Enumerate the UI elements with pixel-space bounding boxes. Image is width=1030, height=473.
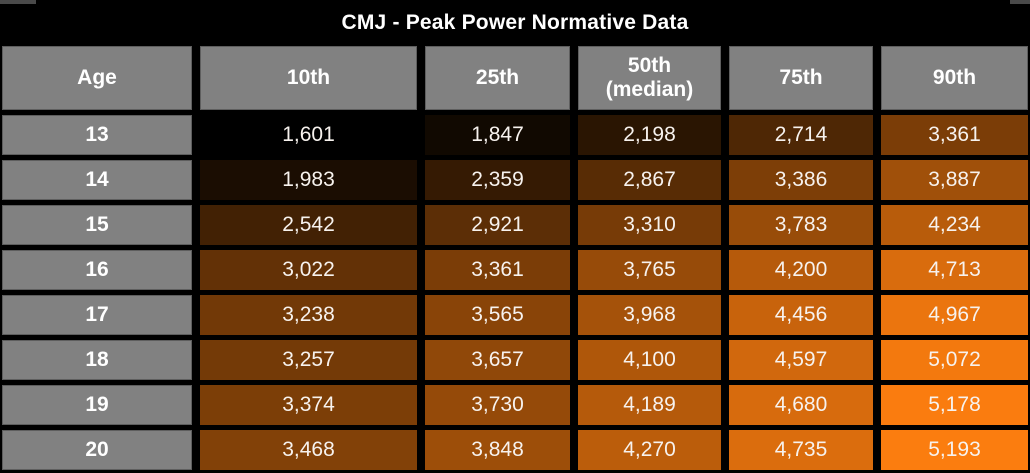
value-cell: 4,200 xyxy=(729,250,873,290)
value-cell: 2,714 xyxy=(729,115,873,155)
header-cell-percentile-3: 75th xyxy=(729,46,873,110)
age-cell: 20 xyxy=(2,430,192,470)
normative-table: Age 10th 25th 50th (median) 75th 90th 13 1,601 1… xyxy=(0,46,1030,470)
value-cell: 1,983 xyxy=(200,160,417,200)
age-cell: 18 xyxy=(2,340,192,380)
value-cell: 3,386 xyxy=(729,160,873,200)
value-cell: 3,374 xyxy=(200,385,417,425)
value-cell: 4,735 xyxy=(729,430,873,470)
header-cell-percentile-1: 25th xyxy=(425,46,570,110)
value-cell: 4,597 xyxy=(729,340,873,380)
value-cell: 3,565 xyxy=(425,295,570,335)
value-cell: 2,921 xyxy=(425,205,570,245)
header-cell-percentile-2: 50th (median) xyxy=(578,46,721,110)
value-cell: 3,657 xyxy=(425,340,570,380)
value-cell: 4,456 xyxy=(729,295,873,335)
age-cell: 19 xyxy=(2,385,192,425)
value-cell: 4,100 xyxy=(578,340,721,380)
header-cell-percentile-0: 10th xyxy=(200,46,417,110)
page-title: CMJ - Peak Power Normative Data xyxy=(341,11,689,34)
value-cell: 1,601 xyxy=(200,115,417,155)
value-cell: 4,270 xyxy=(578,430,721,470)
value-cell: 2,198 xyxy=(578,115,721,155)
value-cell: 5,072 xyxy=(881,340,1028,380)
value-cell: 3,887 xyxy=(881,160,1028,200)
age-cell: 14 xyxy=(2,160,192,200)
value-cell: 3,783 xyxy=(729,205,873,245)
value-cell: 3,238 xyxy=(200,295,417,335)
value-cell: 1,847 xyxy=(425,115,570,155)
value-cell: 3,468 xyxy=(200,430,417,470)
header-cell-age: Age xyxy=(2,46,192,110)
age-cell: 13 xyxy=(2,115,192,155)
value-cell: 4,967 xyxy=(881,295,1028,335)
value-cell: 4,234 xyxy=(881,205,1028,245)
value-cell: 4,189 xyxy=(578,385,721,425)
value-cell: 3,361 xyxy=(881,115,1028,155)
value-cell: 3,848 xyxy=(425,430,570,470)
value-cell: 3,022 xyxy=(200,250,417,290)
value-cell: 4,713 xyxy=(881,250,1028,290)
age-cell: 17 xyxy=(2,295,192,335)
value-cell: 3,730 xyxy=(425,385,570,425)
value-cell: 2,867 xyxy=(578,160,721,200)
header-cell-percentile-4: 90th xyxy=(881,46,1028,110)
value-cell: 2,359 xyxy=(425,160,570,200)
top-left-crop-artifact xyxy=(0,0,36,4)
top-right-crop-artifact xyxy=(1010,0,1030,4)
value-cell: 3,310 xyxy=(578,205,721,245)
value-cell: 5,178 xyxy=(881,385,1028,425)
value-cell: 5,193 xyxy=(881,430,1028,470)
value-cell: 3,361 xyxy=(425,250,570,290)
value-cell: 4,680 xyxy=(729,385,873,425)
age-cell: 16 xyxy=(2,250,192,290)
value-cell: 3,257 xyxy=(200,340,417,380)
value-cell: 3,968 xyxy=(578,295,721,335)
value-cell: 2,542 xyxy=(200,205,417,245)
age-cell: 15 xyxy=(2,205,192,245)
value-cell: 3,765 xyxy=(578,250,721,290)
